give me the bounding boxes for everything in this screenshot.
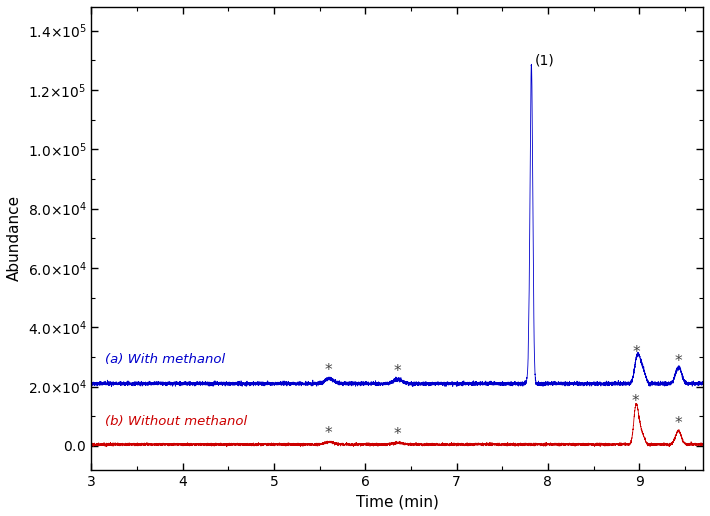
Text: *: * (674, 416, 682, 431)
X-axis label: Time (min): Time (min) (356, 494, 439, 509)
Text: *: * (674, 354, 682, 369)
Text: (1): (1) (535, 54, 555, 68)
Y-axis label: Abundance: Abundance (7, 195, 22, 281)
Text: (b) Without methanol: (b) Without methanol (105, 415, 247, 428)
Text: *: * (325, 363, 332, 378)
Text: *: * (633, 345, 640, 360)
Text: *: * (632, 394, 639, 409)
Text: (a) With methanol: (a) With methanol (105, 353, 225, 366)
Text: *: * (393, 364, 401, 379)
Text: *: * (393, 427, 401, 442)
Text: *: * (325, 426, 332, 442)
